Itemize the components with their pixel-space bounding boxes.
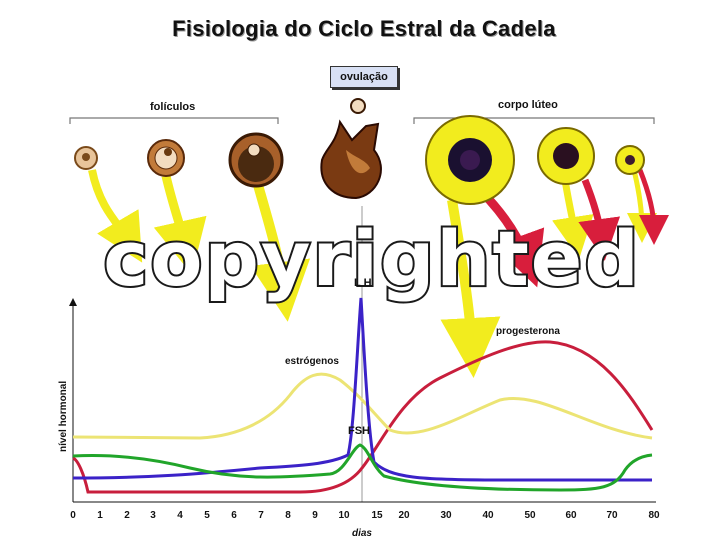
fsh-label: FSH bbox=[348, 425, 370, 437]
follicle-small bbox=[74, 146, 98, 170]
corpus-luteum-large bbox=[425, 115, 515, 205]
x-tick-labels: 0 1 2 3 4 5 6 7 8 9 10 15 20 30 40 50 60 70 80 bbox=[70, 510, 660, 521]
x-tick-label: 40 bbox=[482, 510, 494, 521]
lh-curve bbox=[72, 297, 652, 482]
corpus-luteum-label: corpo lúteo bbox=[498, 99, 558, 111]
watermark: copyrighted bbox=[103, 214, 641, 303]
page-title: Fisiologia do Ciclo Estral da Cadela bbox=[172, 16, 556, 41]
x-tick-label: 2 bbox=[124, 510, 130, 521]
x-tick-label: 60 bbox=[565, 510, 577, 521]
x-tick-label: 15 bbox=[371, 510, 383, 521]
lh-label: L H bbox=[354, 277, 372, 289]
follicle-arrows bbox=[88, 169, 669, 378]
x-tick-label: 20 bbox=[398, 510, 410, 521]
progesterone-label: progesterona bbox=[496, 326, 560, 337]
x-tick-label: 50 bbox=[524, 510, 536, 521]
corpus-luteum-medium bbox=[537, 127, 595, 185]
ovulating-follicle bbox=[320, 98, 382, 200]
x-tick-label: 0 bbox=[70, 510, 76, 521]
ovulation-label: ovulação bbox=[330, 66, 398, 88]
fsh-curve bbox=[72, 443, 653, 492]
y-axis-arrow bbox=[69, 298, 77, 306]
x-tick-label: 70 bbox=[606, 510, 618, 521]
x-tick-label: 3 bbox=[150, 510, 156, 521]
follicle-large bbox=[228, 132, 284, 188]
follicles-label: folículos bbox=[150, 101, 196, 113]
corpus-luteum-small bbox=[615, 145, 645, 175]
x-tick-label: 80 bbox=[648, 510, 660, 521]
x-tick-label: 10 bbox=[338, 510, 350, 521]
follicle-medium bbox=[147, 139, 185, 177]
corpus-luteum-bracket bbox=[413, 117, 655, 124]
x-tick-label: 5 bbox=[204, 510, 210, 521]
progesterone-curve bbox=[72, 340, 654, 494]
x-axis-label: dias bbox=[352, 528, 372, 539]
y-axis-label: nível hormonal bbox=[58, 381, 69, 452]
estrogen-curve bbox=[72, 372, 653, 440]
x-tick-label: 6 bbox=[231, 510, 237, 521]
x-tick-label: 8 bbox=[285, 510, 291, 521]
x-tick-label: 9 bbox=[312, 510, 318, 521]
x-tick-label: 1 bbox=[97, 510, 103, 521]
follicles-bracket bbox=[69, 117, 279, 124]
x-tick-label: 4 bbox=[177, 510, 183, 521]
estrogen-label: estrógenos bbox=[285, 356, 339, 367]
x-tick-label: 30 bbox=[440, 510, 452, 521]
x-tick-label: 7 bbox=[258, 510, 264, 521]
